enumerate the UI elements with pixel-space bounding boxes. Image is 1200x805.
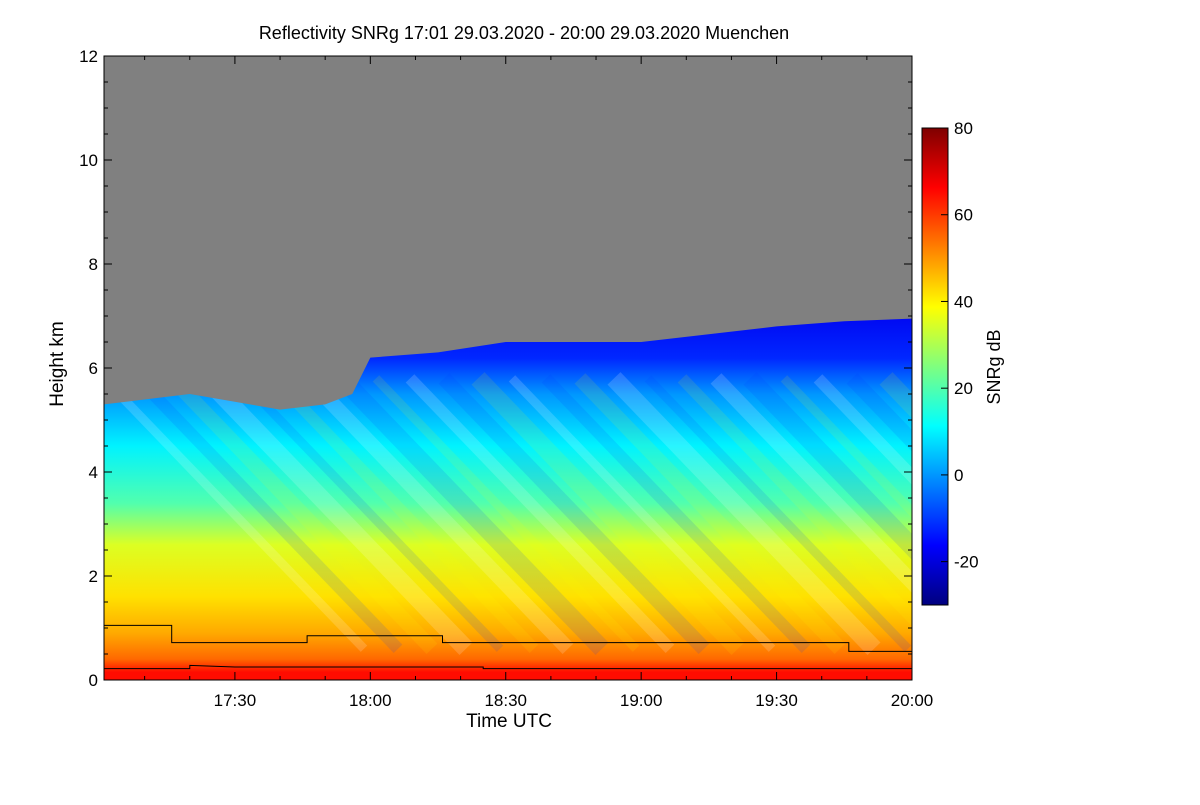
y-tick-label: 12 <box>79 47 98 66</box>
fall-streak <box>574 373 846 654</box>
fall-streak <box>954 378 1200 648</box>
fall-streak <box>780 375 912 652</box>
fall-streak <box>813 374 912 653</box>
colorbar-tick-label: 60 <box>954 206 973 225</box>
fall-streak <box>302 373 574 654</box>
fall-streak <box>471 372 745 656</box>
colorbar-tick-label: 40 <box>954 292 973 311</box>
fall-streak <box>846 373 912 654</box>
x-tick-label: 19:30 <box>755 691 798 710</box>
colorbar: -20 0 20 40 60 80 SNRg dB <box>921 119 1004 606</box>
fall-streak <box>920 378 1180 648</box>
plot-area <box>104 56 1200 680</box>
x-tick-label: 18:30 <box>484 691 527 710</box>
colorbar-ticks: -20 0 20 40 60 80 <box>941 119 979 572</box>
fall-streak <box>438 373 710 654</box>
colorbar-tick-label: 0 <box>954 466 963 485</box>
fall-streak <box>508 375 776 652</box>
fall-streak <box>335 372 609 656</box>
y-tick-label: 4 <box>89 463 98 482</box>
fall-streak <box>166 373 438 654</box>
chart-title: Reflectivity SNRg 17:01 29.03.2020 - 20:… <box>259 23 789 43</box>
fall-streak <box>405 374 675 653</box>
fall-streak <box>372 375 640 652</box>
fall-streak <box>104 375 368 652</box>
x-tick-label: 19:00 <box>620 691 663 710</box>
line-series <box>104 624 912 670</box>
fall-streak <box>269 374 539 653</box>
fall-streak <box>743 372 912 656</box>
x-tick-label: 18:00 <box>349 691 392 710</box>
series-line-1 <box>104 624 912 652</box>
colorbar-tick-label: 20 <box>954 379 973 398</box>
fall-streaks <box>104 372 1200 656</box>
x-tick-label: 17:30 <box>214 691 257 710</box>
series-line-2 <box>104 664 912 670</box>
y-tick-label: 8 <box>89 255 98 274</box>
fall-streak <box>644 375 912 652</box>
fall-streak <box>677 374 912 653</box>
fall-streak <box>541 374 811 653</box>
colorbar-label: SNRg dB <box>984 329 1004 404</box>
fall-streak <box>710 373 912 654</box>
fall-streak <box>199 372 473 656</box>
x-axis-label: Time UTC <box>466 711 552 732</box>
colorbar-tick-label: 80 <box>954 119 973 138</box>
x-tick-label: 20:00 <box>891 691 934 710</box>
fall-streak <box>607 372 881 656</box>
y-axis-label: Height km <box>47 321 68 407</box>
fall-streak <box>236 375 504 652</box>
colorbar-tick-label: -20 <box>954 553 979 572</box>
y-tick-label: 6 <box>89 359 98 378</box>
y-tick-label: 10 <box>79 151 98 170</box>
y-axis: 0 2 4 6 8 10 12 <box>79 47 912 690</box>
fall-streak <box>133 374 403 653</box>
y-tick-label: 2 <box>89 567 98 586</box>
y-tick-label: 0 <box>89 671 98 690</box>
x-axis: 17:30 18:00 18:30 19:00 19:30 20:00 <box>144 56 934 710</box>
colorbar-scale <box>921 127 949 606</box>
